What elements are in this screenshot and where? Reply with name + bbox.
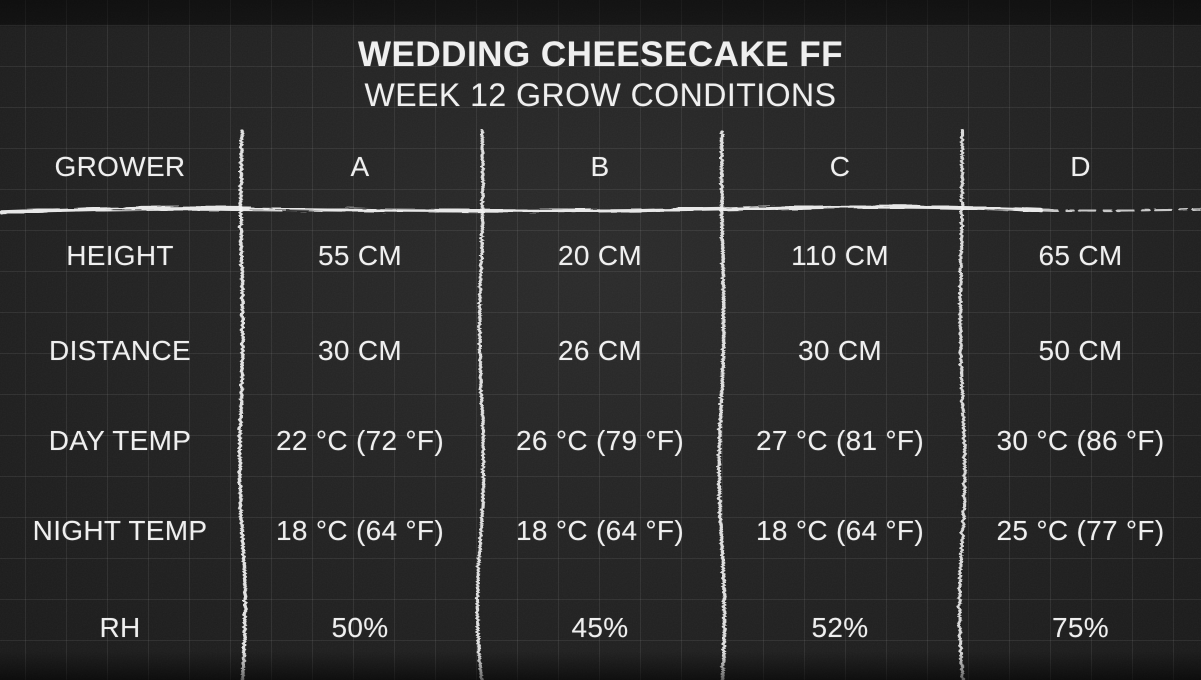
cell-distance-d: 50 CM — [1038, 335, 1123, 366]
column-header-a: A — [350, 151, 370, 182]
cell-day-temp-c: 27 °C (81 °F) — [756, 425, 924, 456]
cell-height-a: 55 CM — [318, 240, 402, 271]
cell-night-temp-d: 25 °C (77 °F) — [996, 515, 1165, 546]
cell-rh-b: 45% — [571, 612, 629, 643]
cell-night-temp-a: 18 °C (64 °F) — [276, 515, 444, 546]
cell-night-temp-b: 18 °C (64 °F) — [516, 515, 684, 546]
column-header-c: C — [829, 151, 851, 182]
title-block: WEDDING CHEESECAKE FF WEEK 12 GROW CONDI… — [0, 34, 1201, 115]
page-subtitle: WEEK 12 GROW CONDITIONS — [364, 77, 837, 114]
row-label-height: HEIGHT — [66, 240, 174, 271]
cell-rh-a: 50% — [331, 612, 389, 643]
cell-rh-d: 75% — [1052, 612, 1109, 643]
cell-rh-c: 52% — [811, 612, 869, 643]
cell-night-temp-c: 18 °C (64 °F) — [756, 515, 924, 546]
cell-day-temp-a: 22 °C (72 °F) — [276, 425, 444, 456]
cell-day-temp-d: 30 °C (86 °F) — [996, 425, 1165, 456]
grow-conditions-table: GROWER A B C D HEIGHT 55 CM 20 CM 110 CM… — [0, 128, 1201, 680]
cell-height-b: 20 CM — [558, 240, 642, 271]
row-label-day-temp: DAY TEMP — [48, 425, 192, 456]
cell-distance-b: 26 CM — [558, 335, 642, 366]
column-header-grower: GROWER — [54, 151, 186, 182]
row-label-distance: DISTANCE — [49, 335, 191, 366]
cell-height-d: 65 CM — [1038, 240, 1123, 271]
column-header-d: D — [1070, 151, 1091, 182]
cell-distance-c: 30 CM — [798, 335, 882, 366]
cell-day-temp-b: 26 °C (79 °F) — [516, 425, 684, 456]
cell-height-c: 110 CM — [791, 240, 889, 271]
cell-distance-a: 30 CM — [318, 335, 402, 366]
page-title: WEDDING CHEESECAKE FF — [358, 35, 843, 74]
column-header-b: B — [590, 151, 610, 182]
row-label-rh: RH — [99, 612, 141, 643]
row-label-night-temp: NIGHT TEMP — [32, 515, 208, 546]
